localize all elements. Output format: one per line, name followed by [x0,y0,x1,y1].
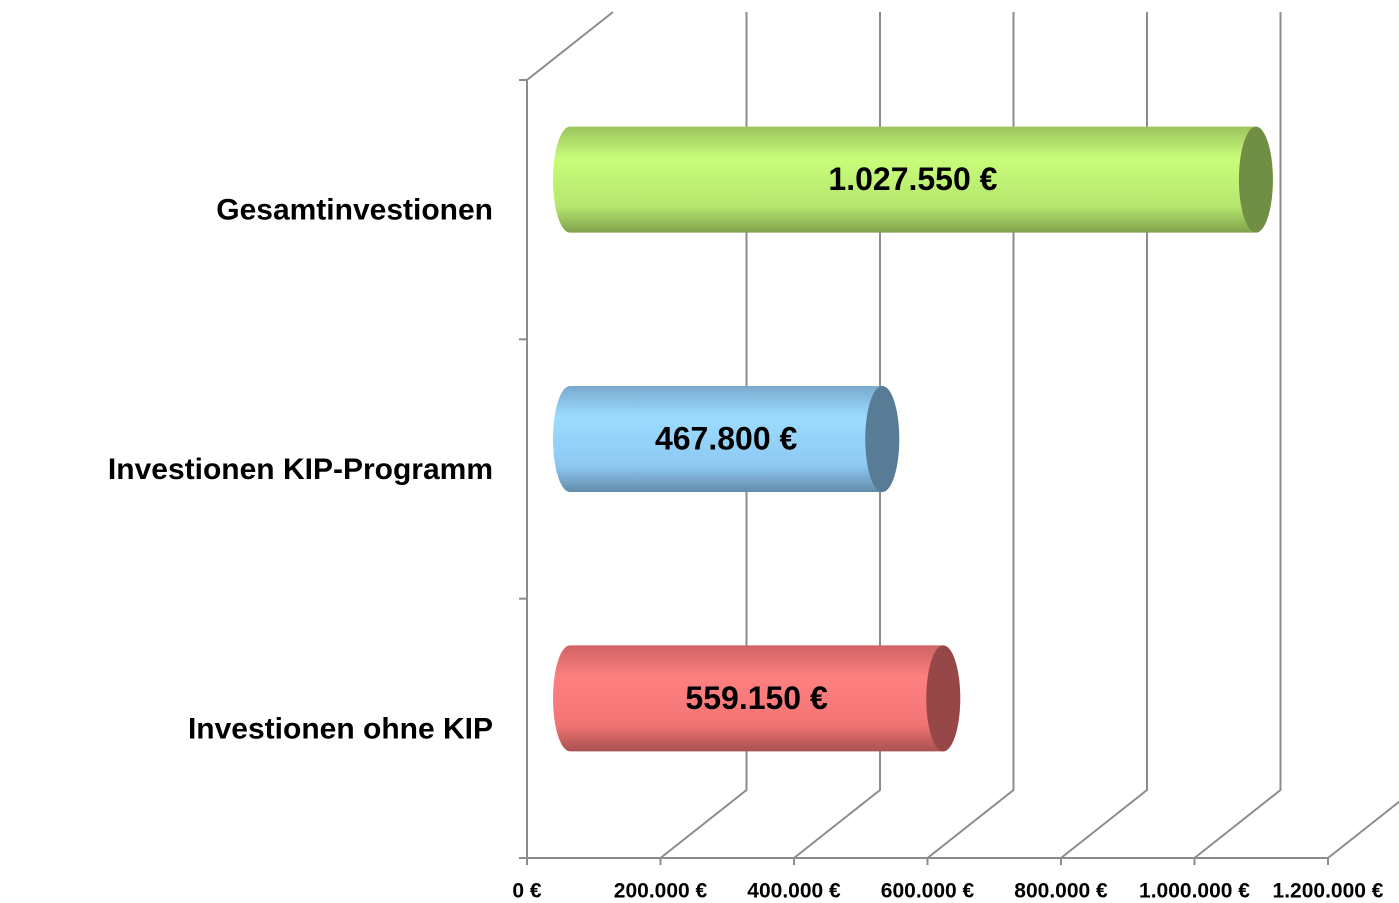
x-tick-label: 1.200.000 € [1273,880,1384,903]
x-tick-label: 600.000 € [881,880,975,903]
grid-line [793,12,881,859]
x-tick-label: 200.000 € [614,880,708,903]
y-tick-label: Investionen ohne KIP [188,712,493,745]
bar [553,645,961,752]
grid-line [1060,12,1148,859]
value-label: 467.800 € [655,420,798,456]
value-label: 1.027.550 € [828,161,997,197]
bar [553,386,900,492]
grid-line [926,12,1015,859]
bar-end [865,386,900,492]
x-tick-label: 1.000.000 € [1139,880,1250,903]
bar-end [1238,126,1273,233]
grid-line [659,12,748,859]
x-tick-label: 0 € [512,880,542,903]
bar [553,126,1273,233]
bar-end [926,645,961,752]
value-label: 559.150 € [685,680,828,716]
grid-line [1193,12,1282,859]
y-tick-label: Gesamtinvestionen [216,194,493,227]
x-tick-label: 400.000 € [747,880,841,903]
x-tick-label: 800.000 € [1014,880,1108,903]
grid-line [1327,800,1399,859]
y-tick-label: Investionen KIP-Programm [108,453,493,486]
